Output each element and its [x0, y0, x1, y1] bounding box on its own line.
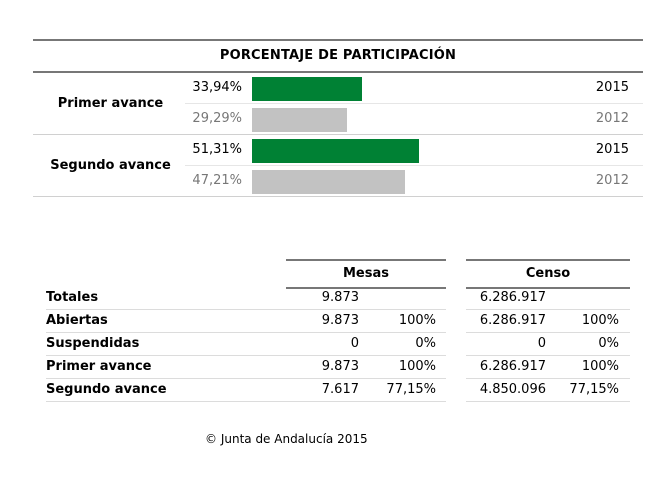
participation-panel: PORCENTAJE DE PARTICIPACIÓN Primer avanc…: [33, 39, 643, 197]
bar-track: [252, 108, 552, 132]
group-label: Segundo avance: [50, 158, 171, 173]
mesas-pct: 100%: [398, 313, 436, 328]
row-label: Abiertas: [46, 313, 108, 328]
participation-row: 33,94% 2015: [185, 73, 643, 104]
censo-pct: 0%: [598, 336, 619, 351]
row-divider: [46, 309, 446, 310]
censo-value: 6.286.917: [479, 290, 546, 305]
bar-track: [252, 77, 552, 101]
copyright-footer: © Junta de Andalucía 2015: [205, 432, 368, 446]
mesas-value: 7.617: [321, 382, 359, 397]
row-divider: [46, 355, 446, 356]
participation-row: 51,31% 2015: [185, 135, 643, 166]
censo-header: Censo: [466, 259, 630, 289]
censo-value: 6.286.917: [479, 359, 546, 374]
bar-track: [252, 139, 552, 163]
participation-title: PORCENTAJE DE PARTICIPACIÓN: [33, 39, 643, 73]
row-divider: [466, 378, 630, 379]
mesas-pct: 100%: [398, 359, 436, 374]
row-divider: [466, 355, 630, 356]
mesas-value: 9.873: [321, 313, 359, 328]
row-divider: [46, 378, 446, 379]
bar-2012: [252, 170, 406, 194]
row-divider: [466, 401, 630, 402]
pct-value: 47,21%: [192, 173, 242, 188]
bar-2012: [252, 108, 348, 132]
pct-value: 33,94%: [192, 80, 242, 95]
group-primer-avance: Primer avance 33,94% 2015 29,29% 2012: [33, 73, 643, 135]
censo-pct: 100%: [581, 359, 619, 374]
bar-2015: [252, 77, 363, 101]
participation-row: 29,29% 2012: [185, 104, 643, 134]
year-label: 2015: [595, 80, 629, 95]
censo-pct: 77,15%: [569, 382, 619, 397]
mesas-pct: 77,15%: [386, 382, 436, 397]
bar-track: [252, 170, 552, 194]
row-label: Totales: [46, 290, 99, 305]
mesas-header: Mesas: [286, 259, 446, 289]
year-label: 2015: [595, 142, 629, 157]
mesas-pct: 0%: [415, 336, 436, 351]
group-segundo-avance: Segundo avance 51,31% 2015 47,21% 2012: [33, 135, 643, 197]
mesas-value: 9.873: [321, 290, 359, 305]
censo-value: 4.850.096: [479, 382, 546, 397]
participation-row: 47,21% 2012: [185, 166, 643, 196]
row-divider: [46, 401, 446, 402]
censo-value: 6.286.917: [479, 313, 546, 328]
year-label: 2012: [595, 111, 629, 126]
row-label: Primer avance: [46, 359, 152, 374]
censo-value: 0: [537, 336, 546, 351]
pct-value: 51,31%: [192, 142, 242, 157]
pct-value: 29,29%: [192, 111, 242, 126]
mesas-value: 9.873: [321, 359, 359, 374]
row-divider: [466, 309, 630, 310]
mesas-value: 0: [350, 336, 359, 351]
group-label: Primer avance: [57, 96, 164, 111]
censo-pct: 100%: [581, 313, 619, 328]
row-divider: [466, 332, 630, 333]
year-label: 2012: [595, 173, 629, 188]
row-label: Segundo avance: [46, 382, 167, 397]
row-divider: [46, 332, 446, 333]
row-label: Suspendidas: [46, 336, 140, 351]
bar-2015: [252, 139, 419, 163]
